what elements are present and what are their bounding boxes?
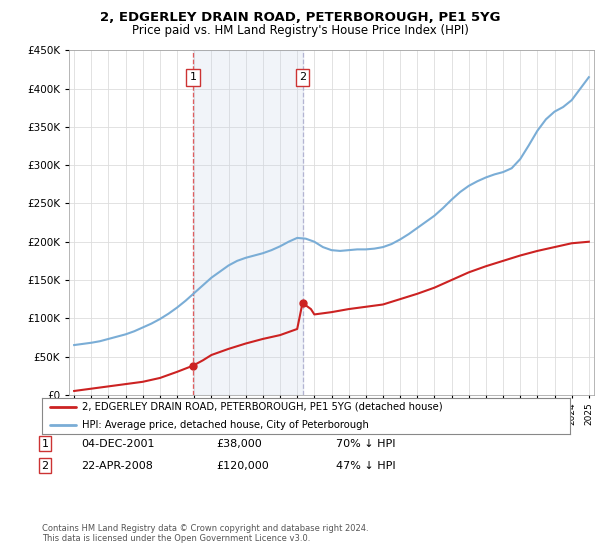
Text: 2: 2 bbox=[299, 72, 306, 82]
Text: HPI: Average price, detached house, City of Peterborough: HPI: Average price, detached house, City… bbox=[82, 420, 368, 430]
Text: £120,000: £120,000 bbox=[216, 461, 269, 471]
Text: 2, EDGERLEY DRAIN ROAD, PETERBOROUGH, PE1 5YG: 2, EDGERLEY DRAIN ROAD, PETERBOROUGH, PE… bbox=[100, 11, 500, 24]
Text: 22-APR-2008: 22-APR-2008 bbox=[81, 461, 153, 471]
Text: 70% ↓ HPI: 70% ↓ HPI bbox=[336, 438, 395, 449]
Bar bbox=[193, 50, 302, 395]
Text: Contains HM Land Registry data © Crown copyright and database right 2024.: Contains HM Land Registry data © Crown c… bbox=[42, 524, 368, 533]
Text: 1: 1 bbox=[41, 438, 49, 449]
Text: 04-DEC-2001: 04-DEC-2001 bbox=[81, 438, 155, 449]
Text: 2, EDGERLEY DRAIN ROAD, PETERBOROUGH, PE1 5YG (detached house): 2, EDGERLEY DRAIN ROAD, PETERBOROUGH, PE… bbox=[82, 402, 442, 412]
Text: £38,000: £38,000 bbox=[216, 438, 262, 449]
Text: 1: 1 bbox=[190, 72, 196, 82]
Text: 2: 2 bbox=[41, 461, 49, 471]
Text: 47% ↓ HPI: 47% ↓ HPI bbox=[336, 461, 395, 471]
Text: This data is licensed under the Open Government Licence v3.0.: This data is licensed under the Open Gov… bbox=[42, 534, 310, 543]
Text: Price paid vs. HM Land Registry's House Price Index (HPI): Price paid vs. HM Land Registry's House … bbox=[131, 24, 469, 36]
